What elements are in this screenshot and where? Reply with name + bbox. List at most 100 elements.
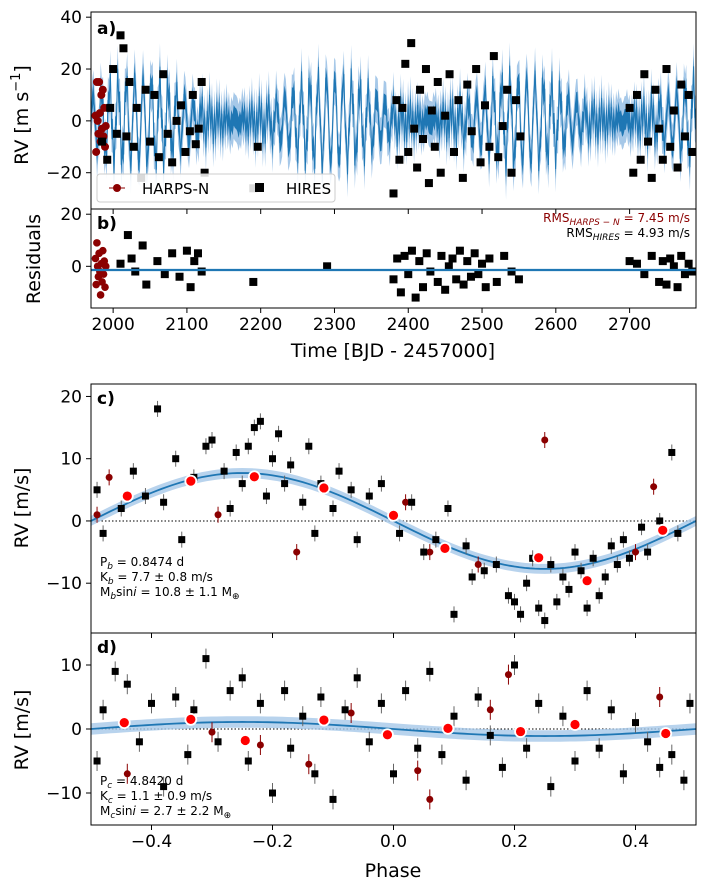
hires-point (489, 52, 498, 61)
hires-point (680, 270, 689, 279)
rms-hires-value: = 4.93 m/s (620, 226, 690, 240)
hires-point (468, 573, 476, 581)
hires-point (129, 467, 137, 475)
hires-point (160, 783, 168, 791)
panel-a-axes: −20 0 20 40 (46, 8, 631, 214)
panel-d-axes: −0.4 −0.2 0.0 0.2 0.4 −10 0 10 (46, 656, 649, 852)
harps-point (486, 706, 494, 714)
hires-point (111, 667, 119, 675)
hires-point (640, 70, 649, 79)
y-tick-label: 20 (60, 205, 82, 225)
hires-point (674, 529, 682, 537)
binned-point (238, 734, 252, 747)
d-ann3-sub: c (110, 811, 115, 821)
hires-point (93, 486, 101, 494)
panel-c-ylabel: RV [m/s] (11, 468, 33, 549)
harps-point (98, 85, 107, 94)
hires-point (392, 96, 401, 105)
hires-point (410, 124, 419, 133)
hires-point (129, 142, 138, 151)
hires-point (408, 498, 416, 506)
hires-point (669, 106, 678, 115)
c-ann2-sub: b (108, 577, 114, 587)
hires-point (677, 80, 686, 89)
hires-point (481, 283, 490, 292)
hires-point (503, 85, 512, 94)
hires-point (553, 598, 561, 606)
hires-point (200, 168, 209, 177)
binned-point (438, 541, 452, 555)
hires-point (669, 262, 678, 271)
hires-point (112, 129, 121, 138)
c-ann3-mid: sin (116, 585, 133, 599)
hires-point (673, 163, 682, 172)
hires-point (559, 573, 567, 581)
hires-point (135, 738, 143, 746)
hires-point (466, 272, 475, 281)
hires-point (625, 554, 633, 562)
hires-point (436, 168, 445, 177)
harps-point (402, 498, 410, 506)
x-tick-label: 2600 (534, 315, 577, 335)
hires-point (433, 277, 442, 286)
d-ann1-val: = 4.8420 d (112, 774, 183, 788)
hires-point (175, 272, 184, 281)
hires-point (680, 776, 688, 784)
hires-point (658, 155, 667, 164)
panel-a-points (91, 31, 697, 198)
hires-point (448, 254, 457, 263)
rms-harps-prefix: RMS (543, 211, 569, 225)
hires-point (424, 179, 433, 188)
binned-point (184, 713, 198, 726)
panel-d-ylabel: RV [m/s] (11, 690, 33, 771)
hires-point (485, 142, 494, 151)
panel-a-ylabel: RV [m s−1] (9, 65, 33, 165)
hires-point (433, 77, 442, 86)
hires-point (688, 267, 697, 276)
hires-point (494, 153, 503, 162)
hires-point (658, 257, 667, 266)
hires-point (420, 548, 428, 556)
hires-point (492, 277, 501, 286)
hires-point (197, 77, 206, 86)
hires-point (571, 757, 579, 765)
panel-a-legend: HARPS-N HIRES (96, 173, 336, 203)
hires-point (498, 763, 506, 771)
hires-point (194, 124, 203, 133)
hires-point (138, 241, 147, 250)
hires-point (613, 561, 621, 569)
hires-point (476, 158, 485, 167)
x-tick-label: 2500 (460, 315, 503, 335)
rms-harps-sub: HARPS − N (569, 218, 620, 228)
panel-c-plot: −10 0 10 20 c) Pb = 0.8474 d Kb = 7.7 ± 0.8… (11, 383, 697, 638)
d-ann3-mid: sin (115, 804, 132, 818)
hires-point (629, 168, 638, 177)
hires-point (116, 31, 125, 40)
rms-hires-text: RMSHIRES = 4.93 m/s (566, 226, 690, 243)
hires-point (398, 103, 407, 112)
hires-point (589, 554, 597, 562)
hires-point (190, 706, 198, 714)
y-tick-label: −10 (46, 784, 82, 804)
hires-point (197, 267, 206, 276)
hires-point (329, 505, 337, 512)
hires-point (673, 283, 682, 292)
hires-point (644, 137, 653, 146)
hires-point (680, 132, 689, 141)
hires-point (636, 155, 645, 164)
binned-point (441, 721, 455, 735)
y-tick-label: 40 (60, 8, 82, 28)
hires-point (119, 44, 128, 53)
c-ann3-sub: b (110, 592, 116, 602)
hires-point (619, 770, 627, 778)
hires-point (507, 267, 516, 276)
hires-point (595, 592, 603, 600)
harps-point (101, 283, 109, 291)
hires-point (287, 744, 295, 752)
harps-point (99, 246, 107, 255)
hires-point (208, 436, 216, 444)
binned-point (381, 728, 394, 742)
hires-point (492, 561, 500, 569)
harps-point (656, 693, 664, 701)
panel-d-amplitude: Kc = 1.1 ± 0.9 m/s (100, 789, 212, 806)
